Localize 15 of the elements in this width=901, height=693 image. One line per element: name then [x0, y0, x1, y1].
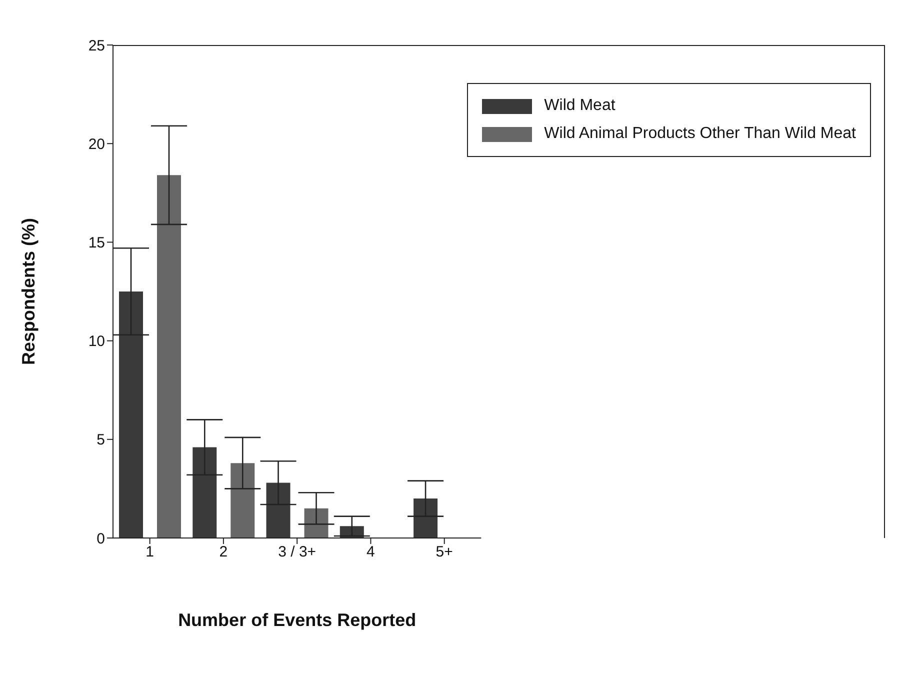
x-tick-label: 3 / 3+: [278, 544, 316, 561]
x-tick-label: 5+: [436, 544, 454, 561]
y-tick-label: 15: [88, 234, 105, 252]
y-tick-label: 25: [88, 37, 105, 54]
legend-label: Wild Animal Products Other Than Wild Meat: [544, 125, 856, 143]
x-tick-label: 1: [146, 544, 154, 561]
x-axis-title: Number of Events Reported: [178, 610, 416, 630]
x-tick-label: 2: [219, 544, 228, 561]
y-tick-label: 0: [96, 530, 105, 548]
y-tick-label: 5: [96, 432, 105, 449]
y-axis-title: Respondents (%): [18, 218, 38, 366]
legend-label: Wild Meat: [544, 97, 616, 115]
y-tick-label: 20: [88, 136, 105, 153]
x-tick-label: 4: [366, 544, 375, 561]
y-tick-label: 10: [88, 333, 105, 350]
